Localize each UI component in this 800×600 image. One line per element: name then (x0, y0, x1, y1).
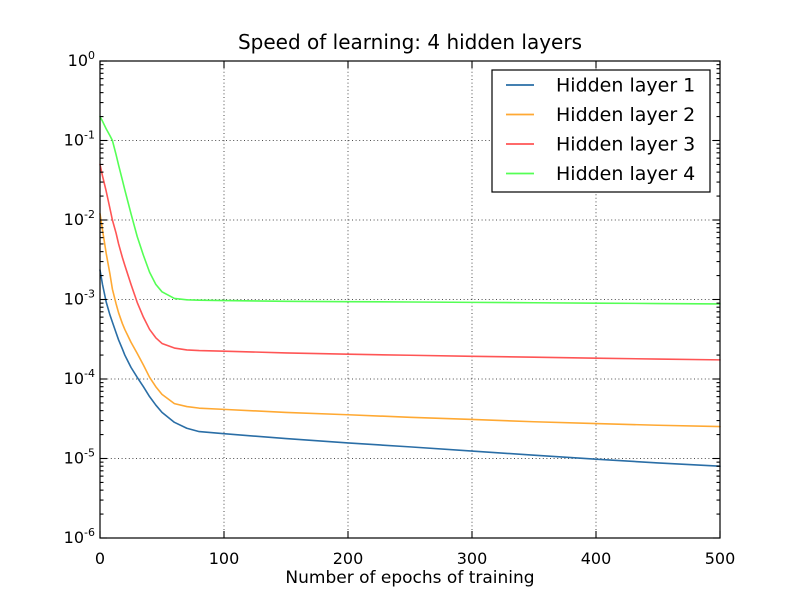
x-tick-label: 200 (333, 549, 364, 568)
series-line-hidden-layer-1 (99, 269, 721, 468)
series-line-hidden-layer-2 (99, 212, 721, 428)
legend-label-3: Hidden layer 3 (556, 134, 695, 156)
chart-title: Speed of learning: 4 hidden layers (238, 30, 582, 54)
series-curves (99, 115, 721, 468)
series-line-hidden-layer-3 (99, 163, 721, 361)
legend-label-4: Hidden layer 4 (556, 163, 695, 185)
legend-label-2: Hidden layer 2 (556, 104, 695, 126)
legend-entries: Hidden layer 1 Hidden layer 2 Hidden layer… (506, 75, 695, 185)
x-tick-label: 500 (705, 549, 736, 568)
x-tick-label: 300 (457, 549, 488, 568)
x-tick-label: 400 (581, 549, 612, 568)
x-tick-label: 100 (209, 549, 240, 568)
series-line-hidden-layer-4 (99, 115, 721, 305)
axis-ticks (99, 60, 721, 539)
x-tick-labels: 0 100 200 300 400 500 (95, 549, 735, 568)
legend: Hidden layer 1 Hidden layer 2 Hidden layer… (491, 69, 711, 193)
legend-box (491, 69, 711, 193)
x-axis-label: Number of epochs of training (285, 568, 534, 588)
x-tick-label: 0 (95, 549, 105, 568)
legend-label-1: Hidden layer 1 (556, 75, 695, 97)
